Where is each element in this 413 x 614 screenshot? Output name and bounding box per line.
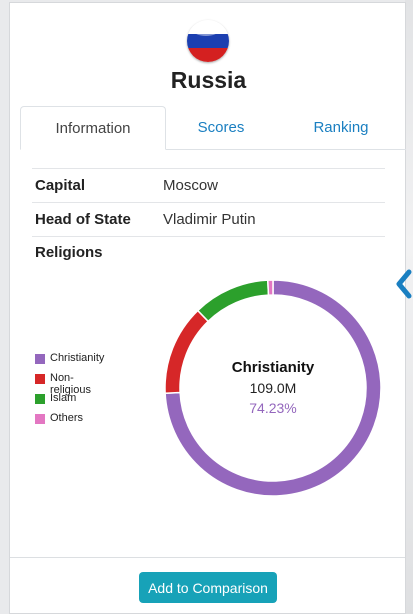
donut-slice-others[interactable] bbox=[266, 279, 274, 296]
legend-label: Others bbox=[50, 412, 84, 424]
russia-flag-icon bbox=[187, 20, 229, 62]
info-table: Capital Moscow Head of State Vladimir Pu… bbox=[32, 168, 385, 270]
add-to-comparison-button[interactable]: Add to Comparison bbox=[139, 572, 277, 603]
legend-label: Christianity bbox=[50, 352, 105, 364]
country-title: Russia bbox=[170, 67, 247, 93]
tab-bar: Information Scores Ranking bbox=[20, 106, 406, 150]
panel-footer: Add to Comparison bbox=[10, 557, 405, 614]
info-row-capital: Capital Moscow bbox=[32, 168, 385, 202]
legend-swatch bbox=[35, 354, 45, 364]
legend-swatch bbox=[35, 414, 45, 424]
country-panel: Russia Information Scores Ranking Capita… bbox=[9, 2, 406, 614]
map-background bbox=[405, 0, 413, 614]
donut-center-value: 109.0M bbox=[249, 380, 297, 396]
religion-donut-chart bbox=[164, 279, 382, 497]
info-key: Head of State bbox=[35, 211, 131, 228]
donut-center-percent: 74.23% bbox=[249, 400, 297, 416]
religions-label: Religions bbox=[35, 244, 103, 261]
info-row-divider bbox=[32, 236, 385, 270]
legend-label: Non-religious bbox=[50, 372, 91, 396]
legend-label: Islam bbox=[50, 392, 77, 404]
donut-center-category: Christianity bbox=[231, 359, 315, 376]
tab-scores[interactable]: Scores bbox=[197, 119, 245, 136]
info-row-head-of-state: Head of State Vladimir Putin bbox=[32, 202, 385, 236]
tab-information[interactable]: Information bbox=[20, 106, 166, 150]
legend-swatch bbox=[35, 394, 45, 404]
chevron-left-icon[interactable] bbox=[393, 266, 413, 302]
donut-slice-islam[interactable] bbox=[196, 279, 270, 323]
tab-ranking[interactable]: Ranking bbox=[313, 119, 369, 136]
donut-slice-christianity[interactable] bbox=[164, 279, 382, 497]
legend-swatch bbox=[35, 374, 45, 384]
info-value: Vladimir Putin bbox=[163, 211, 256, 228]
info-value: Moscow bbox=[163, 177, 219, 194]
info-key: Capital bbox=[35, 177, 86, 194]
